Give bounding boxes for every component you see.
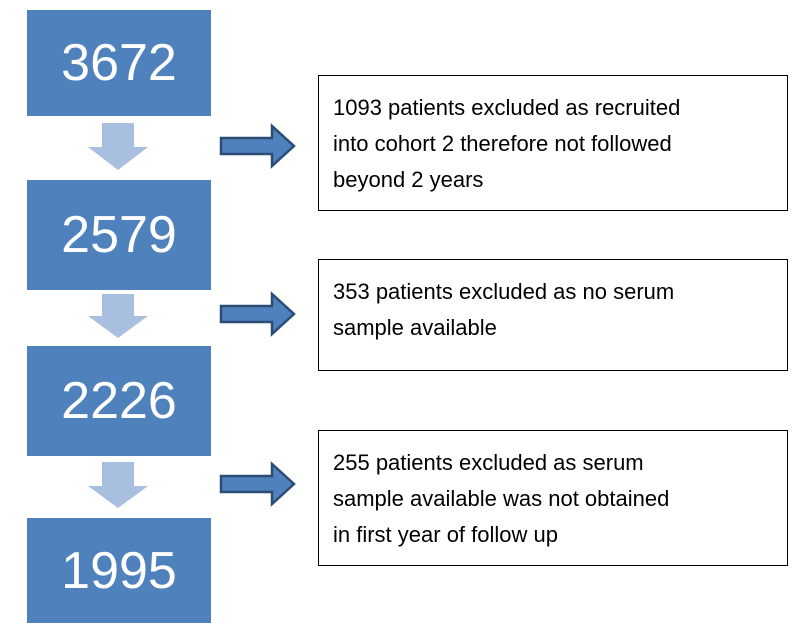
exclusion-text: sample available was not obtained — [333, 486, 670, 511]
count-box: 2226 — [27, 346, 211, 456]
exclusion-text: sample available — [333, 315, 497, 340]
exclusion-box: 255 patients excluded as serum sample av… — [318, 430, 788, 566]
down-arrow — [88, 462, 148, 508]
exclusion-text: 1093 patients excluded as recruited — [333, 95, 681, 120]
down-arrow — [88, 123, 148, 170]
right-arrow — [219, 291, 296, 337]
exclusion-text: beyond 2 years — [333, 167, 484, 192]
exclusion-box: 353 patients excluded as no serum sample… — [318, 259, 788, 371]
down-arrows — [88, 123, 148, 508]
down-arrow — [88, 294, 148, 338]
right-arrow — [219, 123, 296, 169]
exclusion-text: into cohort 2 therefore not followed — [333, 131, 672, 156]
count-box: 2579 — [27, 180, 211, 290]
right-arrows — [219, 123, 296, 507]
count-box: 3672 — [27, 10, 211, 116]
count-box: 1995 — [27, 518, 211, 623]
exclusion-text: in first year of follow up — [333, 522, 558, 547]
exclusion-box: 1093 patients excluded as recruited into… — [318, 75, 788, 211]
exclusion-text: 353 patients excluded as no serum — [333, 279, 675, 304]
exclusion-text: 255 patients excluded as serum — [333, 450, 644, 475]
right-arrow — [219, 461, 296, 507]
